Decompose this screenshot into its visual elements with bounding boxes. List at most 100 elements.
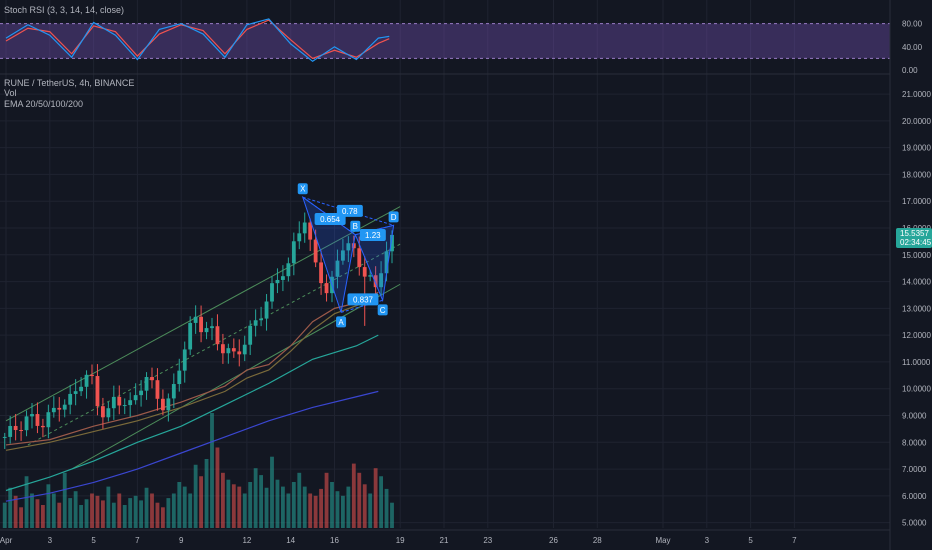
- volume-bar: [313, 495, 318, 528]
- volume-bar: [100, 500, 105, 528]
- volume-bar: [122, 505, 127, 528]
- candle-body: [220, 344, 225, 354]
- candle-body: [8, 425, 13, 437]
- volume-bar: [166, 498, 171, 528]
- candle-body: [24, 416, 29, 431]
- candle-body: [19, 430, 23, 432]
- candle-body: [357, 248, 362, 268]
- candle-body: [379, 273, 383, 288]
- pattern-point-badge: [388, 211, 399, 223]
- volume-bar: [357, 472, 362, 528]
- candle-body: [122, 405, 127, 407]
- ema-lines: [5, 291, 379, 502]
- time-axis[interactable]: Apr 3 5 7 9 12 14 16 19 21 23 26 28 May 3 5 7: [0, 529, 890, 545]
- volume-bar: [160, 507, 165, 528]
- volume-bar: [384, 488, 389, 528]
- price-tick-label: 19.0000: [902, 144, 931, 153]
- pattern-ratio-badge: [336, 204, 363, 217]
- volume-bar: [308, 493, 313, 528]
- price-tick-label: 15.0000: [902, 251, 931, 260]
- volume-bar: [368, 493, 373, 528]
- candle-body: [242, 344, 247, 355]
- last-price-badge: 15.5357 02:34:45: [896, 228, 932, 248]
- volume-bar: [302, 486, 307, 528]
- volume-bar: [13, 495, 18, 528]
- channel-upper-line: [5, 206, 401, 422]
- volume-bar: [57, 502, 62, 528]
- volume-bar: [40, 505, 45, 528]
- volume-bars: [2, 413, 394, 528]
- volume-bar: [351, 463, 356, 528]
- pattern-point-label-b: B: [353, 222, 358, 231]
- volume-bar: [188, 493, 193, 528]
- price-tick-label: 9.0000: [902, 412, 927, 421]
- volume-label[interactable]: Vol: [4, 88, 17, 98]
- candle-body: [275, 279, 280, 284]
- volume-bar: [340, 495, 345, 528]
- volume-bar: [324, 472, 329, 528]
- stoch-rsi-label[interactable]: Stoch RSI (3, 3, 14, 14, close): [4, 5, 124, 15]
- pattern-ratio-label: 0.837: [353, 295, 374, 304]
- volume-bar: [286, 493, 291, 528]
- candle-body: [106, 408, 111, 418]
- candle-body: [128, 400, 133, 406]
- ema-label[interactable]: EMA 20/50/100/200: [4, 99, 83, 109]
- volume-bar: [270, 456, 274, 528]
- pattern-point-label-c: C: [380, 306, 386, 315]
- price-tick-label: 7.0000: [902, 465, 927, 474]
- volume-bar: [280, 486, 285, 528]
- candle-body: [297, 233, 302, 242]
- volume-bar: [95, 495, 100, 528]
- price-tick-label: 13.0000: [902, 304, 931, 313]
- stoch-tick-label: 40.00: [902, 43, 923, 52]
- candle-body: [117, 396, 122, 406]
- candle-body: [390, 234, 394, 252]
- candle-body: [160, 398, 165, 411]
- price-tick-label: 10.0000: [902, 385, 931, 394]
- volume-bar: [68, 498, 73, 528]
- volume-bar: [182, 486, 187, 528]
- pattern-point-badge: [377, 304, 388, 316]
- volume-bar: [139, 500, 143, 528]
- price-tick-label: 18.0000: [902, 170, 931, 179]
- symbol-label[interactable]: RUNE / TetherUS, 4h, BINANCE: [4, 78, 134, 88]
- last-price-badge-bg: [896, 228, 932, 248]
- volume-bar: [297, 472, 302, 528]
- volume-bar: [90, 493, 94, 528]
- last-price-value: 15.5357: [900, 229, 929, 238]
- volume-bar: [259, 475, 263, 528]
- candle-body: [144, 377, 149, 391]
- pattern-point-badge: [350, 220, 361, 232]
- candle-body: [177, 370, 182, 385]
- stoch-k-line: [5, 18, 390, 63]
- candle-body: [373, 275, 378, 288]
- candle-body: [150, 377, 154, 381]
- time-tick-label: 28: [593, 536, 602, 545]
- volume-bar: [128, 498, 133, 528]
- candle-body: [100, 406, 105, 418]
- candle-body: [308, 222, 313, 240]
- candle-body: [193, 316, 198, 323]
- price-tick-label: 11.0000: [902, 358, 931, 367]
- candle-body: [90, 374, 94, 377]
- candle-body: [73, 391, 78, 394]
- time-tick-label: 14: [286, 536, 295, 545]
- volume-bar: [177, 482, 182, 528]
- volume-bar: [84, 499, 89, 528]
- volume-bar: [155, 502, 160, 528]
- time-tick-label: 5: [748, 536, 753, 545]
- candle-body: [319, 262, 323, 284]
- candle-body: [57, 407, 62, 410]
- volume-bar: [30, 493, 34, 528]
- time-tick-label: 3: [48, 536, 53, 545]
- candle-body: [351, 243, 356, 249]
- pattern-ratio-label: 0.654: [320, 215, 341, 224]
- volume-bar: [204, 459, 209, 528]
- trend-channel[interactable]: [5, 206, 401, 470]
- candlestick-series[interactable]: [2, 212, 394, 449]
- stoch-rsi-pane[interactable]: 0.00 40.00 80.00: [0, 18, 923, 75]
- candle-body: [335, 260, 340, 277]
- time-tick-label: 5: [91, 536, 96, 545]
